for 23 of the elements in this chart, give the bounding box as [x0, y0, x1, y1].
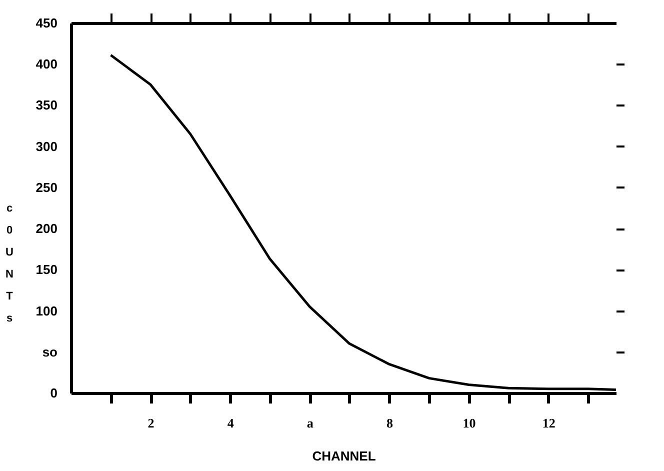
x-tick-label: 12: [542, 416, 556, 430]
y-tick-label: 250: [36, 180, 58, 195]
x-tick-label: 10: [462, 416, 476, 430]
y-tick-label: so: [42, 344, 58, 360]
text: N: [6, 268, 14, 280]
y-tick-label: 300: [36, 138, 58, 154]
y-tick-label: 450: [36, 16, 58, 30]
x-tick-label: a: [306, 416, 314, 430]
y-tick-label: 150: [36, 262, 58, 278]
x-tick-label: 2: [148, 416, 154, 430]
y-tick-label: 200: [36, 221, 58, 236]
x-axis-title: CHANNEL: [312, 448, 376, 464]
x-tick-label: 8: [386, 416, 394, 430]
x-tick-label: 4: [227, 416, 234, 430]
text: T: [6, 290, 13, 302]
text: 0: [6, 224, 13, 236]
text: s: [6, 312, 13, 324]
y-tick-label: 400: [36, 56, 58, 72]
y-tick-label: 0: [50, 386, 58, 400]
y-tick-label: 350: [36, 98, 58, 113]
text: U: [6, 246, 14, 258]
y-tick-label: 100: [36, 303, 58, 318]
text: c: [6, 202, 13, 214]
